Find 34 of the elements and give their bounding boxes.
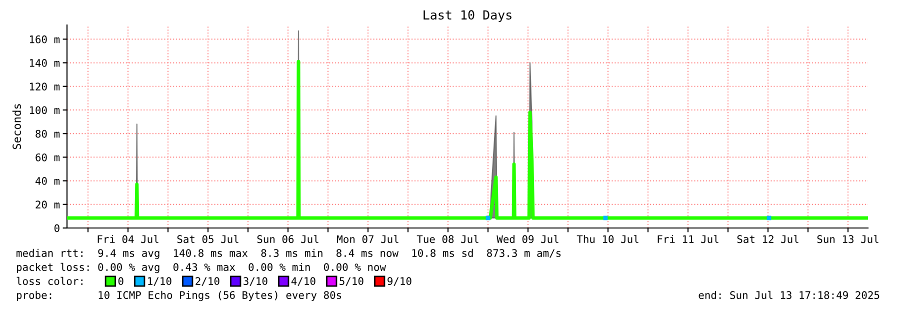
y-tick-label: 160 m xyxy=(30,35,60,44)
x-tick-label: Sun 06 Jul xyxy=(257,234,318,244)
legend-label: 4/10 xyxy=(291,277,316,286)
x-tick-label: Wed 09 Jul xyxy=(496,234,558,244)
legend-label: 5/10 xyxy=(340,277,364,286)
legend-label: 3/10 xyxy=(244,277,268,286)
y-tick-label: 140 m xyxy=(30,59,60,67)
x-tick-label: Mon 07 Jul xyxy=(337,234,398,244)
x-tick-label: Sat 12 Jul xyxy=(737,234,798,244)
text: packet loss: 0.00 % avg 0.43 % max 0.00 % min 0.00 % now xyxy=(16,262,386,274)
y-tick-label: 60 m xyxy=(36,153,60,162)
text: end: Sun Jul 13 17:18:49 2025 xyxy=(698,290,880,300)
legend-label: 0 xyxy=(118,277,124,286)
x-tick-label: Sat 05 Jul xyxy=(177,234,238,244)
chart-title: Last 10 Days xyxy=(424,10,512,22)
legend-label: 9/10 xyxy=(388,277,412,286)
y-tick-label: 120 m xyxy=(30,82,60,91)
y-axis-title: Seconds xyxy=(12,104,21,150)
legend-title: loss color: xyxy=(16,276,82,286)
text: probe: 10 ICMP Echo Pings (56 Bytes) every 80s xyxy=(16,290,342,302)
x-tick-label: Fri 11 Jul xyxy=(658,234,718,244)
y-tick-label: 40 m xyxy=(35,177,60,185)
legend-label: 2/10 xyxy=(196,277,220,286)
x-tick-label: Fri 04 Jul xyxy=(98,234,158,244)
line-series xyxy=(67,60,868,220)
y-tick-label: 0 xyxy=(54,224,60,232)
x-tick-label: Thu 10 Jul xyxy=(576,234,638,244)
x-tick-label: Tue 08 Jul xyxy=(416,234,478,244)
y-tick-label: 20 m xyxy=(36,200,60,209)
text: median rtt: 9.4 ms avg 140.8 ms max 8.3 ms min 8.4 ms now 10.8 ms sd 873.3 m am/s xyxy=(16,248,561,260)
x-tick-label: Sun 13 Jul xyxy=(817,234,878,244)
legend-label: 1/10 xyxy=(148,277,172,286)
y-tick-label: 100 m xyxy=(30,106,60,114)
y-tick-label: 80 m xyxy=(36,130,60,138)
